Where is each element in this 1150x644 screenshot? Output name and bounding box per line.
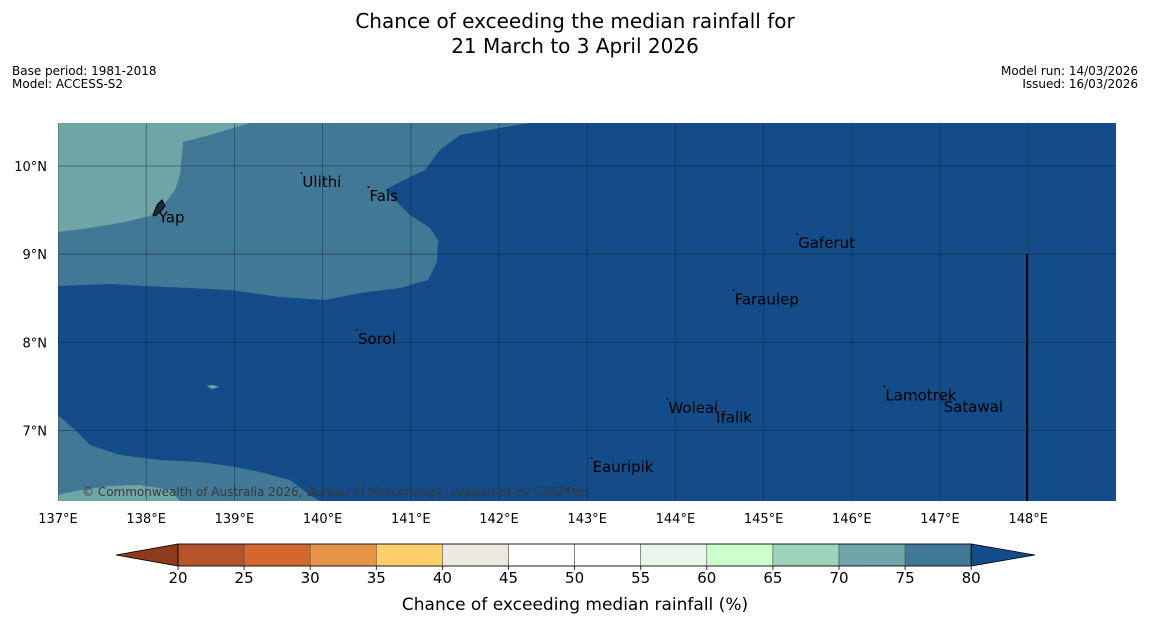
colorbar-tick-label: 70: [829, 569, 848, 587]
place-label-ifalik: Ifalik: [716, 409, 752, 427]
place-label-eauripik: Eauripik: [593, 458, 654, 476]
colorbar-segment: [838, 543, 906, 567]
lon-tick-label: 138°E: [126, 512, 166, 527]
place-marker: [156, 207, 159, 210]
colorbar-tick-label: 55: [631, 569, 650, 587]
colorbar-tick-label: 45: [499, 569, 518, 587]
place-marker: [941, 397, 944, 399]
place-label-ulithi: Ulithi: [302, 173, 341, 191]
map-panel: Ulithi Fais Yap Gaferut Faraulep Sorol WoleaiI…: [58, 123, 1116, 501]
colorbar-tick-label: 60: [697, 569, 716, 587]
colorbar-tick-label: 80: [962, 569, 981, 587]
place-marker: [714, 407, 716, 410]
lon-tick-label: 139°E: [215, 512, 255, 527]
model-name: Model: ACCESS-S2: [12, 77, 124, 91]
lon-tick-label: 145°E: [744, 512, 784, 527]
place-marker: [732, 289, 735, 292]
place-marker: [367, 186, 370, 189]
colorbar-segment: [640, 543, 708, 567]
colorbar-segment: [772, 543, 840, 567]
lon-tick-label: 147°E: [920, 512, 960, 527]
title-line-2: 21 March to 3 April 2026: [451, 34, 699, 58]
place-label-faraulep: Faraulep: [735, 290, 799, 308]
lon-tick-label: 146°E: [832, 512, 872, 527]
colorbar-low-extend: [115, 543, 179, 567]
band-70-75: [58, 123, 250, 501]
colorbar-segment: [508, 543, 575, 567]
colorbar: 20 25 30 35 40 45 50 55 60 65 70 75 80: [115, 543, 1036, 587]
colorbar-segment: [309, 543, 377, 567]
lon-tick-label: 144°E: [656, 512, 696, 527]
lon-tick-label: 137°E: [38, 512, 78, 527]
meta-left: Base period: 1981-2018 Model: ACCESS-S2: [12, 65, 157, 91]
place-marker: [796, 233, 799, 235]
lat-tick-label: 7°N: [23, 425, 48, 440]
colorbar-segment: [243, 543, 311, 567]
issued-date: Issued: 16/03/2026: [1022, 77, 1138, 91]
longitude-axis: 137°E 138°E 139°E 140°E 141°E 142°E 143°E 144°E…: [38, 512, 1048, 527]
place-label-fais: Fais: [369, 187, 398, 205]
place-marker: [883, 385, 886, 388]
colorbar-tick-label: 40: [433, 569, 452, 587]
colorbar-segment: [177, 543, 245, 567]
colorbar-segment: [904, 543, 972, 567]
lon-tick-label: 143°E: [567, 512, 607, 527]
place-marker: [666, 397, 669, 400]
base-period: Base period: 1981-2018: [12, 64, 157, 78]
lon-tick-label: 141°E: [391, 512, 431, 527]
place-labels: Ulithi Fais Yap Gaferut Faraulep Sorol WoleaiI…: [156, 172, 1003, 476]
latitude-axis: 10°N 9°N 8°N 7°N: [14, 160, 47, 440]
lon-tick-label: 142°E: [479, 512, 519, 527]
place-label-yap: Yap: [158, 208, 185, 226]
colorbar-tick-label: 75: [896, 569, 915, 587]
credit-text: © Commonwealth of Australia 2026, Bureau…: [82, 485, 587, 499]
place-label-sorol: Sorol: [358, 330, 396, 348]
band-75-80: [58, 123, 530, 501]
small-island: [207, 385, 219, 389]
lat-tick-label: 9°N: [23, 248, 48, 263]
place-marker: [300, 172, 303, 174]
place-label-satawal: Satawal: [944, 398, 1003, 416]
place-label-woleai: Woleai: [668, 399, 718, 417]
colorbar-tick-label: 35: [367, 569, 386, 587]
colorbar-segment: [375, 543, 443, 567]
model-run: Model run: 14/03/2026: [1000, 64, 1138, 78]
colorbar-tick-label: 25: [235, 569, 254, 587]
lon-tick-label: 140°E: [303, 512, 343, 527]
colorbar-title: Chance of exceeding median rainfall (%): [402, 595, 748, 615]
place-marker: [590, 457, 593, 459]
colorbar-tick-label: 50: [565, 569, 584, 587]
colorbar-segment: [442, 543, 509, 567]
place-label-lamotrek: Lamotrek: [885, 387, 956, 405]
colorbar-tick-label: 20: [168, 569, 187, 587]
yap-island-outline: [152, 199, 166, 217]
lat-tick-label: 10°N: [14, 160, 47, 175]
lon-tick-label: 148°E: [1008, 512, 1048, 527]
colorbar-tick-label: 30: [301, 569, 320, 587]
map-title: Chance of exceeding the median rainfall …: [0, 9, 1150, 59]
colorbar-tick-label: 65: [763, 569, 782, 587]
colorbar-high-extend: [970, 543, 1036, 567]
colorbar-segment: [574, 543, 641, 567]
colorbar-segment: [706, 543, 774, 567]
place-marker: [356, 329, 358, 331]
meta-right: Model run: 14/03/2026 Issued: 16/03/2026: [1001, 65, 1138, 91]
lat-tick-label: 8°N: [23, 336, 48, 351]
place-label-gaferut: Gaferut: [798, 234, 855, 252]
graticule: [58, 123, 1116, 501]
title-line-1: Chance of exceeding the median rainfall …: [355, 9, 795, 33]
